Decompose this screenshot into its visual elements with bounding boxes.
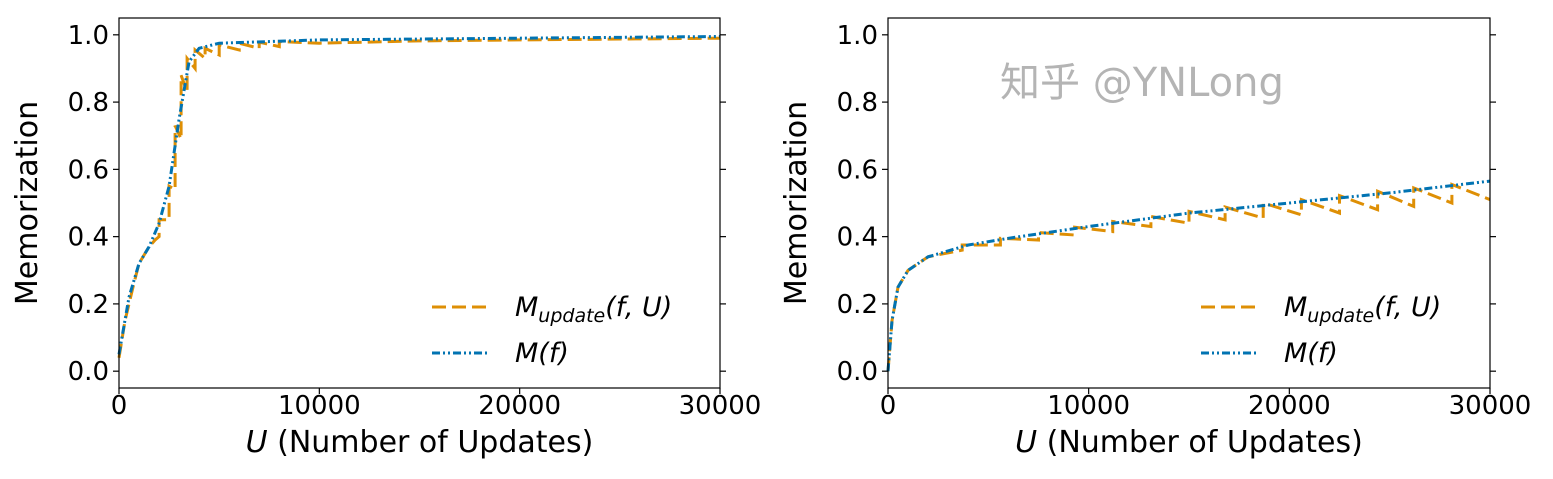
- y-axis-label: Memorization: [10, 101, 45, 305]
- x-tick-label: 30000: [1449, 391, 1532, 421]
- x-tick-label: 20000: [478, 391, 561, 421]
- y-tick-label: 0.6: [68, 155, 109, 185]
- y-tick-label: 0.4: [837, 223, 878, 253]
- y-axis-label: Memorization: [779, 101, 814, 305]
- y-tick-label: 0.0: [68, 357, 109, 387]
- x-tick-label: 10000: [278, 391, 361, 421]
- series-line-m-f: [886, 179, 1491, 372]
- legend-label-m-f: M(f): [1284, 338, 1338, 369]
- y-tick-label: 0.0: [837, 357, 878, 387]
- x-tick-label: 20000: [1248, 391, 1331, 421]
- y-tick-label: 0.8: [68, 88, 109, 118]
- chart-1: 0.0 0.2 0.4 0.6 0.8 1.0 0 10000 20000 30000 U (Num…: [10, 17, 762, 460]
- x-tick-label: 0: [111, 391, 128, 421]
- y-tick-label: 1.0: [837, 21, 878, 51]
- y-tick-label: 0.8: [837, 88, 878, 118]
- x-axis-label: U (Number of Updates): [1015, 425, 1363, 460]
- y-tick-label: 1.0: [68, 21, 109, 51]
- x-tick-label: 10000: [1047, 391, 1130, 421]
- y-tick-label: 0.4: [68, 223, 109, 253]
- y-tick-label: 0.2: [837, 290, 878, 320]
- legend: Mupdate(f, U) M(f): [1201, 292, 1441, 369]
- legend-label-m-f: M(f): [515, 338, 569, 369]
- legend-label-m-update: Mupdate(f, U): [1284, 292, 1441, 327]
- y-tick-label: 0.2: [68, 290, 109, 320]
- x-tick-label: 0: [880, 391, 897, 421]
- legend: Mupdate(f, U) M(f): [432, 292, 672, 369]
- chart-2: 0.0 0.2 0.4 0.6 0.8 1.0 0 10000 20000 30000 U (Num…: [779, 17, 1532, 460]
- axes-frame: [118, 17, 721, 389]
- y-tick-label: 0.6: [837, 155, 878, 185]
- axes-frame: [887, 17, 1491, 389]
- legend-label-m-update: Mupdate(f, U): [515, 292, 672, 327]
- series-line-m-update: [117, 36, 721, 358]
- x-axis-label: U (Number of Updates): [246, 425, 594, 460]
- series-line-m-update: [886, 182, 1491, 372]
- x-tick-label: 30000: [679, 391, 762, 421]
